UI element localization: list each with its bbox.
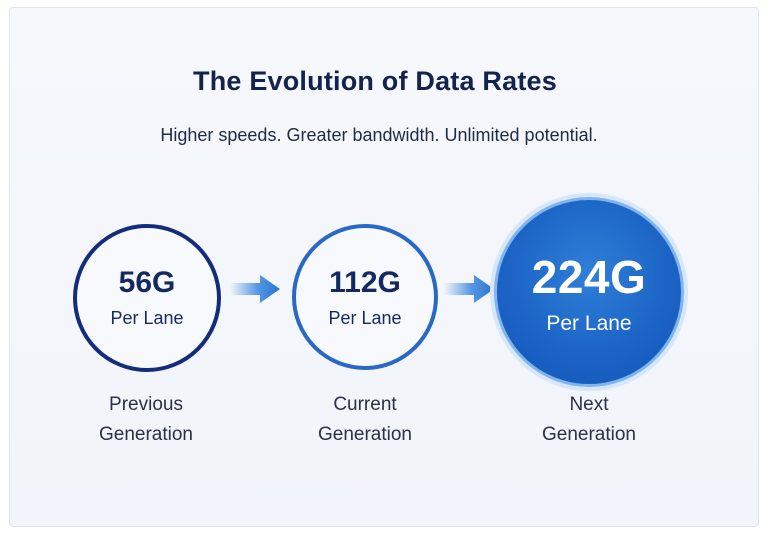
stage-unit-previous: Per Lane [110, 308, 184, 328]
stage-unit-current: Per Lane [328, 308, 402, 328]
diagram-subtitle: Higher speeds. Greater bandwidth. Unlimi… [160, 125, 598, 145]
stage-label-line1: Next [569, 394, 609, 415]
stage-rate-next: 224G [531, 251, 647, 303]
stage-label-previous: Previous Generation [56, 390, 236, 450]
diagram-title: The Evolution of Data Rates [193, 66, 557, 96]
stage-label-line2: Generation [317, 424, 412, 445]
diagram-card: The Evolution of Data Rates Higher speed… [9, 7, 759, 527]
stage-unit-next: Per Lane [546, 312, 632, 335]
stage-label-line2: Generation [98, 424, 193, 445]
stage-label-line1: Previous [109, 394, 183, 415]
stage-circle-next: 224G Per Lane [494, 197, 684, 387]
stage-label-current: Current Generation [275, 390, 455, 450]
stage-label-line1: Current [333, 394, 397, 415]
stage-rate-previous: 56G [118, 266, 176, 299]
stage-circle-current: 112G Per Lane [292, 224, 438, 370]
arrow-right-icon [230, 275, 280, 303]
stage-rate-current: 112G [329, 266, 401, 299]
stage-circle-previous: 56G Per Lane [73, 224, 221, 372]
arrow-right-icon [444, 275, 494, 303]
stage-label-next: Next Generation [499, 390, 679, 450]
stage-label-line2: Generation [541, 424, 636, 445]
